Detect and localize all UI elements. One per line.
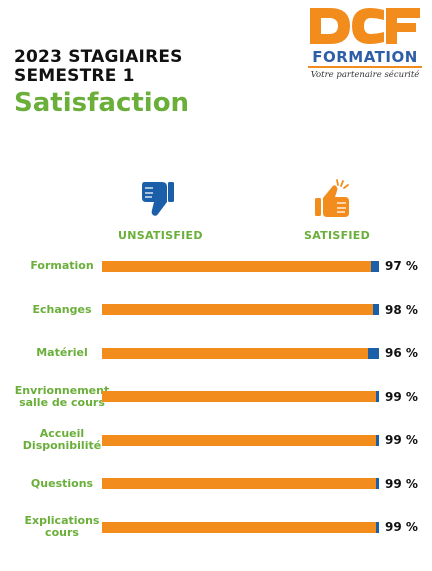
satisfied-bar <box>102 478 377 489</box>
thumbs-up-icon <box>315 179 349 217</box>
unsatisfied-bar <box>376 391 379 402</box>
category-label: Explications cours <box>24 514 100 539</box>
unsatisfied-bar <box>370 260 379 272</box>
title-semester: SEMESTRE 1 <box>14 66 135 86</box>
title-block: 2023 STAGIAIRES SEMESTRE 1 Satisfaction <box>14 48 189 119</box>
bar-row <box>102 260 379 272</box>
percentage-label: 99 % <box>385 476 418 491</box>
satisfied-bar <box>102 304 374 315</box>
unsatisfied-label: UNSATISFIED <box>118 229 203 242</box>
logo-tagline: Votre partenaire sécurité <box>310 70 420 80</box>
percentage-label: 97 % <box>385 259 418 273</box>
percentage-label: 98 % <box>385 302 418 317</box>
bar-row <box>102 391 379 402</box>
percentage-label: 99 % <box>385 520 418 534</box>
satisfied-bar <box>102 347 368 359</box>
logo-mark: FORMATION <box>308 8 422 68</box>
unsatisfied-bar <box>373 304 379 315</box>
unsatisfied-bar <box>367 347 379 359</box>
bar-row <box>102 478 379 489</box>
unsatisfied-bar <box>376 434 379 446</box>
logo-word: FORMATION <box>312 48 418 66</box>
satisfied-bar <box>102 260 371 272</box>
logo-letter-c <box>352 8 384 44</box>
satisfied-label: SATISFIED <box>304 229 371 242</box>
page-title: Satisfaction <box>14 88 190 118</box>
logo-letter-f <box>386 8 420 44</box>
satisfied-bar <box>102 521 377 533</box>
satisfied-bar <box>102 391 377 402</box>
bar-row <box>102 521 379 533</box>
thumbs-down-icon <box>142 182 174 216</box>
percentage-label: 96 % <box>385 346 418 360</box>
dcf-formation-logo: FORMATION Votre partenaire sécurité <box>306 4 424 84</box>
bar-row <box>102 304 379 315</box>
unsatisfied-bar <box>376 478 379 489</box>
bar-row <box>102 347 379 359</box>
satisfied-bar <box>102 434 377 446</box>
category-label: Questions <box>30 476 94 490</box>
unsatisfied-bar <box>376 521 379 533</box>
logo-letter-d <box>310 8 350 44</box>
category-label: Echanges <box>32 302 92 316</box>
percentage-label: 99 % <box>385 389 418 404</box>
percentage-label: 99 % <box>385 433 418 447</box>
title-year: 2023 STAGIAIRES <box>14 47 183 67</box>
category-label: Matériel <box>36 346 88 359</box>
category-label: Formation <box>30 259 94 272</box>
category-label: Envrionnement salle de cours <box>14 383 110 409</box>
bar-row <box>102 434 379 446</box>
category-label: Accueil Disponibilité <box>22 427 102 452</box>
